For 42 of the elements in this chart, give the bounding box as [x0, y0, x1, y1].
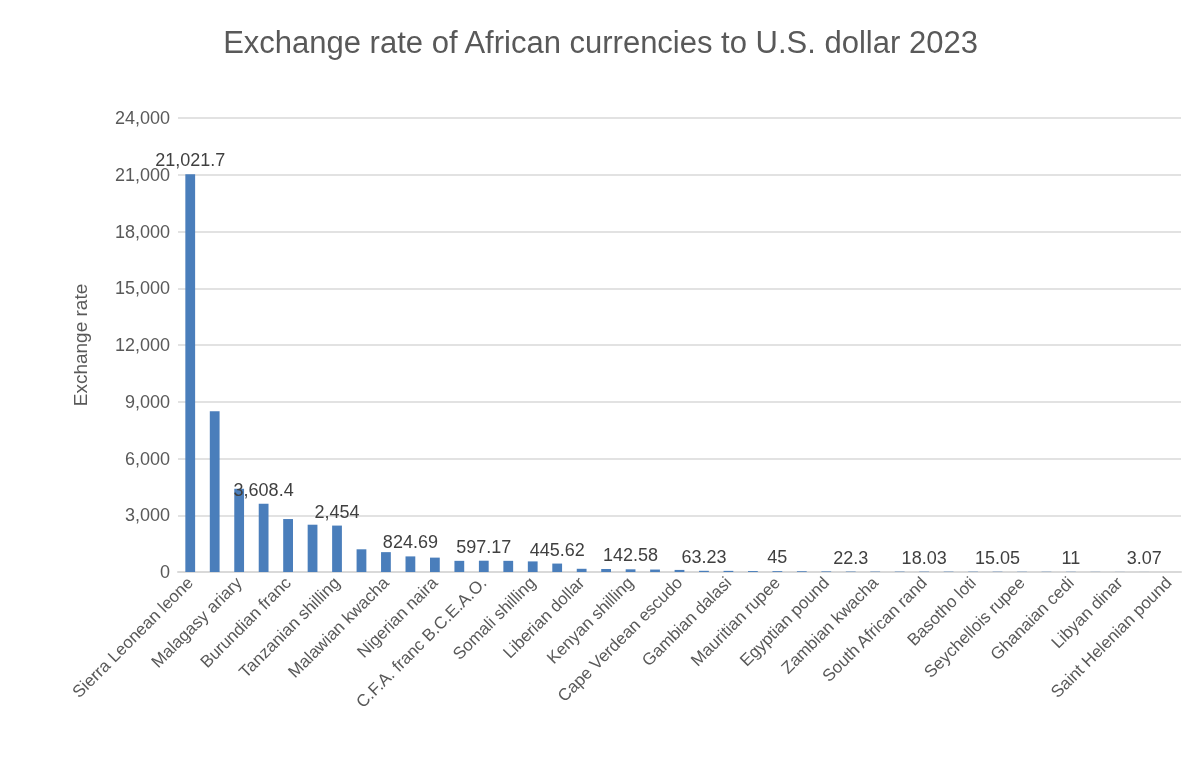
data-label: 22.3: [833, 547, 869, 568]
data-label: 824.69: [382, 532, 438, 553]
data-label: 142.58: [603, 545, 659, 566]
data-label: 597.17: [456, 536, 512, 557]
data-label: 11: [1061, 547, 1081, 568]
chart-title: Exchange rate of African currencies to U.S. dollar 2023: [223, 25, 978, 60]
bar: [576, 568, 587, 572]
y-tick-label: 9,000: [124, 391, 170, 412]
y-tick-label: 0: [159, 562, 170, 582]
data-label: 63.23: [681, 546, 727, 567]
y-tick-label: 6,000: [124, 448, 170, 469]
bar: [552, 563, 563, 572]
bar: [185, 174, 196, 572]
bar: [307, 524, 318, 572]
bar: [503, 560, 514, 572]
data-label: 18.03: [901, 547, 947, 568]
bar: [625, 569, 636, 572]
bar: [283, 519, 293, 572]
bar: [381, 552, 391, 572]
data-label: 2,454: [314, 501, 360, 522]
bar: [478, 560, 489, 572]
y-tick-label: 15,000: [114, 278, 170, 299]
bar: [258, 503, 269, 572]
y-tick-label: 24,000: [114, 108, 170, 128]
bar: [454, 560, 465, 572]
bar: [209, 411, 220, 572]
y-axis-title: Exchange rate: [70, 283, 91, 407]
bar: [601, 568, 611, 572]
bar: [332, 525, 342, 572]
data-label: 445.62: [529, 539, 585, 560]
bar: [527, 561, 538, 572]
bar: [405, 556, 416, 572]
data-label: 15.05: [975, 547, 1021, 568]
bar: [356, 549, 367, 572]
y-tick-label: 18,000: [114, 221, 170, 242]
bar: [674, 569, 685, 572]
data-label: 3,608.4: [233, 479, 294, 500]
bar: [429, 557, 440, 572]
data-label: 45: [767, 547, 788, 568]
y-tick-label: 12,000: [114, 335, 170, 355]
y-tick-label: 3,000: [124, 505, 170, 526]
data-label: 3.07: [1126, 547, 1162, 568]
